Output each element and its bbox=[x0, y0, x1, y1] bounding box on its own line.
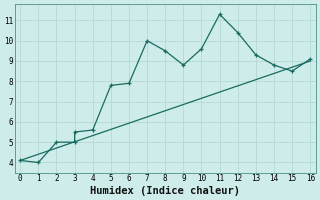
X-axis label: Humidex (Indice chaleur): Humidex (Indice chaleur) bbox=[90, 186, 240, 196]
